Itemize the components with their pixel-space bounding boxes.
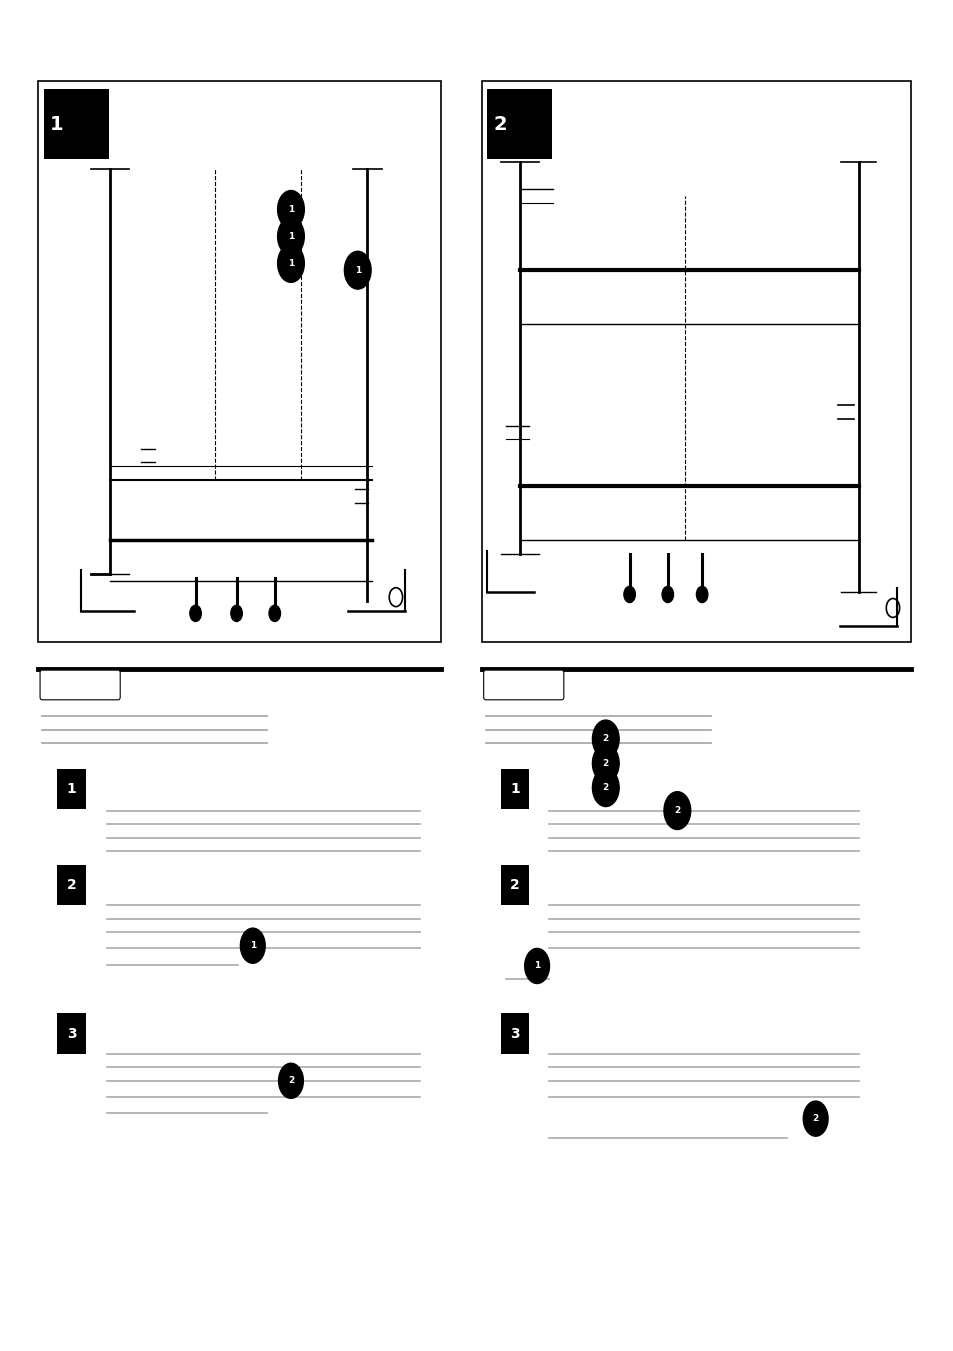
Text: 1: 1 — [288, 205, 294, 213]
Circle shape — [663, 792, 690, 830]
Text: 2: 2 — [67, 878, 76, 892]
Circle shape — [661, 586, 673, 603]
Circle shape — [524, 948, 549, 984]
FancyBboxPatch shape — [57, 769, 86, 809]
Circle shape — [696, 586, 707, 603]
FancyBboxPatch shape — [57, 865, 86, 905]
FancyBboxPatch shape — [500, 1013, 529, 1054]
Text: 2: 2 — [674, 807, 679, 815]
FancyBboxPatch shape — [57, 1013, 86, 1054]
Circle shape — [592, 720, 618, 758]
Circle shape — [802, 1101, 827, 1136]
Text: 1: 1 — [534, 962, 539, 970]
Text: 2: 2 — [602, 759, 608, 767]
Circle shape — [623, 586, 635, 603]
Text: 1: 1 — [355, 266, 360, 274]
Text: 1: 1 — [510, 782, 519, 796]
Circle shape — [277, 218, 304, 255]
FancyBboxPatch shape — [40, 670, 120, 700]
Text: 2: 2 — [493, 115, 506, 134]
FancyBboxPatch shape — [44, 89, 109, 159]
Circle shape — [278, 1063, 303, 1098]
Circle shape — [231, 605, 242, 621]
Text: 1: 1 — [288, 232, 294, 240]
Bar — [481, 81, 910, 642]
Text: 1: 1 — [288, 259, 294, 267]
Circle shape — [190, 605, 201, 621]
Text: 2: 2 — [602, 735, 608, 743]
Text: 1: 1 — [67, 782, 76, 796]
Text: 3: 3 — [510, 1027, 519, 1040]
Text: 2: 2 — [602, 784, 608, 792]
Text: 1: 1 — [250, 942, 255, 950]
Text: 2: 2 — [510, 878, 519, 892]
Text: 2: 2 — [288, 1077, 294, 1085]
Circle shape — [592, 769, 618, 807]
FancyBboxPatch shape — [483, 670, 563, 700]
FancyBboxPatch shape — [500, 865, 529, 905]
Text: 2: 2 — [812, 1115, 818, 1123]
FancyBboxPatch shape — [487, 89, 552, 159]
Bar — [38, 81, 440, 642]
Circle shape — [277, 190, 304, 228]
Circle shape — [344, 251, 371, 289]
Circle shape — [240, 928, 265, 963]
Circle shape — [269, 605, 280, 621]
Text: 1: 1 — [50, 115, 63, 134]
FancyBboxPatch shape — [500, 769, 529, 809]
Circle shape — [277, 245, 304, 282]
Text: 3: 3 — [67, 1027, 76, 1040]
Circle shape — [592, 744, 618, 782]
